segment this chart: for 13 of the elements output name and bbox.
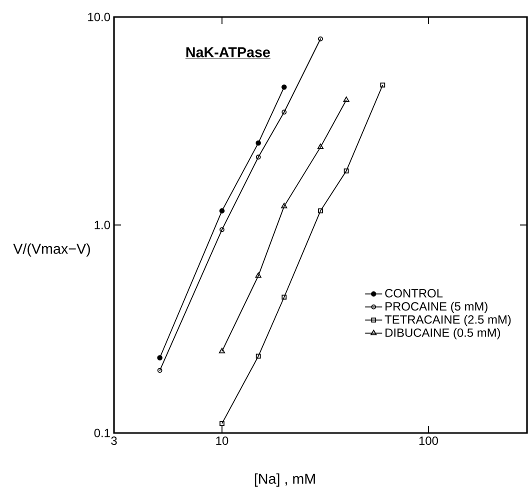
y-tick-label: 10.0 <box>88 12 110 22</box>
x-tick-label: 3 <box>111 436 117 445</box>
annotation: NaK-ATPase <box>186 47 270 58</box>
x-tick-label: 10 <box>216 436 228 445</box>
legend-label: DIBUCAINE (0.5 mM) <box>386 328 500 340</box>
x-axis-title: [Na] , mM <box>254 473 315 487</box>
y-tick-label: 1.0 <box>94 220 110 230</box>
y-tick-label: 0.1 <box>94 428 110 438</box>
legend-label: PROCAINE (5 mM) <box>386 302 488 313</box>
legend-label: TETRACAINE (2.5 mM) <box>384 314 511 326</box>
x-tick-label: 100 <box>419 436 438 445</box>
legend-label: CONTROL <box>385 289 443 298</box>
y-axis-title: V/(Vmax−V) <box>13 243 90 257</box>
